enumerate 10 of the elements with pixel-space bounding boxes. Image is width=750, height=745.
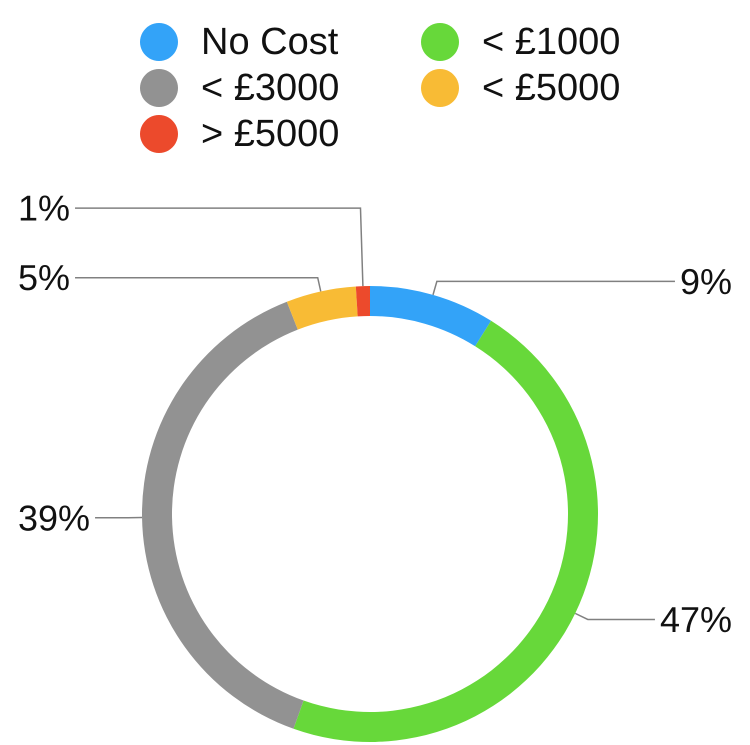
data-label: 9%: [680, 260, 732, 302]
legend-label: > £5000: [201, 113, 340, 155]
legend-label: < £5000: [482, 67, 620, 109]
legend-label: < £1000: [482, 21, 620, 63]
data-label: 1%: [18, 188, 70, 229]
data-label: 39%: [18, 497, 90, 538]
data-label: 47%: [660, 598, 732, 640]
legend-label: No Cost: [201, 21, 339, 63]
data-label: 5%: [18, 257, 70, 298]
legend-label: < £3000: [201, 67, 340, 109]
